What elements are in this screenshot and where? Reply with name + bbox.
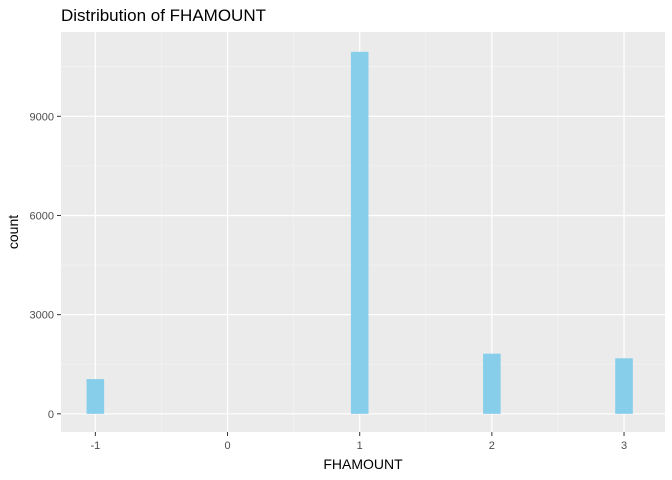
chart-title: Distribution of FHAMOUNT: [61, 6, 266, 25]
x-tick-label: 3: [621, 440, 627, 452]
y-tick-label: 6000: [30, 210, 54, 222]
y-tick-label: 0: [48, 409, 54, 421]
x-tick-label: 0: [224, 440, 230, 452]
histogram-bar: [483, 353, 501, 414]
y-tick-label: 3000: [30, 310, 54, 322]
x-tick-label: -1: [90, 440, 100, 452]
x-tick-label: 1: [357, 440, 363, 452]
histogram-bar: [615, 358, 633, 414]
x-axis: -1 0 1 2 3: [90, 432, 627, 452]
y-axis-title: count: [5, 215, 21, 249]
x-axis-title: FHAMOUNT: [323, 456, 403, 472]
y-tick-label: 9000: [30, 111, 54, 123]
histogram-bars: [86, 51, 633, 414]
y-axis: 0 3000 6000 9000: [30, 111, 61, 421]
x-tick-label: 2: [489, 440, 495, 452]
histogram-bar: [86, 379, 105, 414]
histogram-bar: [350, 51, 369, 414]
